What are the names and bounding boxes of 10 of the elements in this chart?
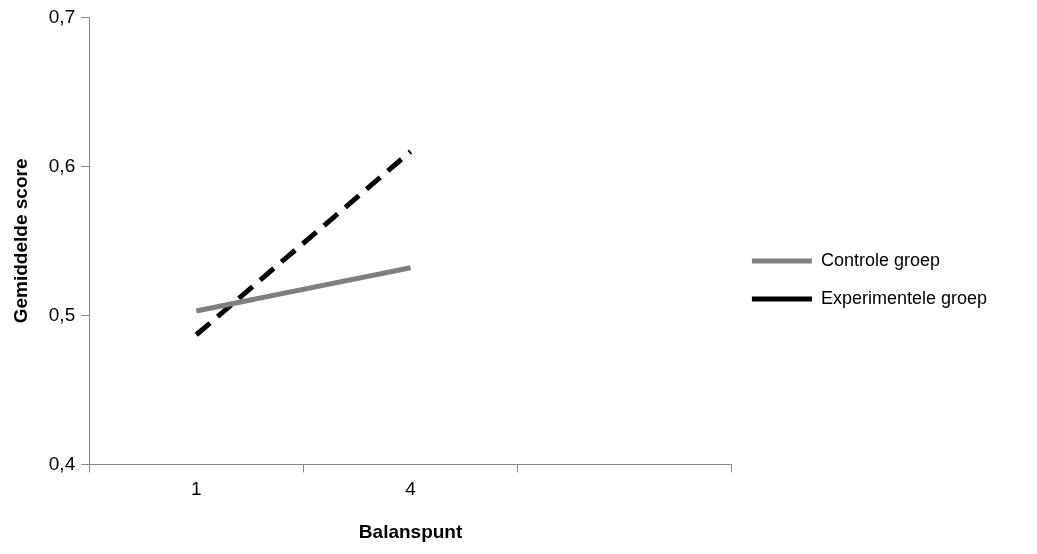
y-tick-label: 0,7 [48, 5, 76, 27]
legend-label: Experimentele groep [820, 287, 988, 308]
x-tick-label: 1 [191, 478, 202, 500]
y-tick-label: 0,5 [48, 303, 76, 325]
legend-label: Controle groep [820, 249, 940, 270]
y-tick-label: 0,6 [48, 154, 76, 176]
y-tick-label: 0,4 [48, 452, 76, 474]
y-axis-title: Gemiddelde score [9, 158, 31, 324]
x-axis-title: Balanspunt [358, 520, 463, 542]
x-tick-label: 4 [405, 478, 417, 500]
